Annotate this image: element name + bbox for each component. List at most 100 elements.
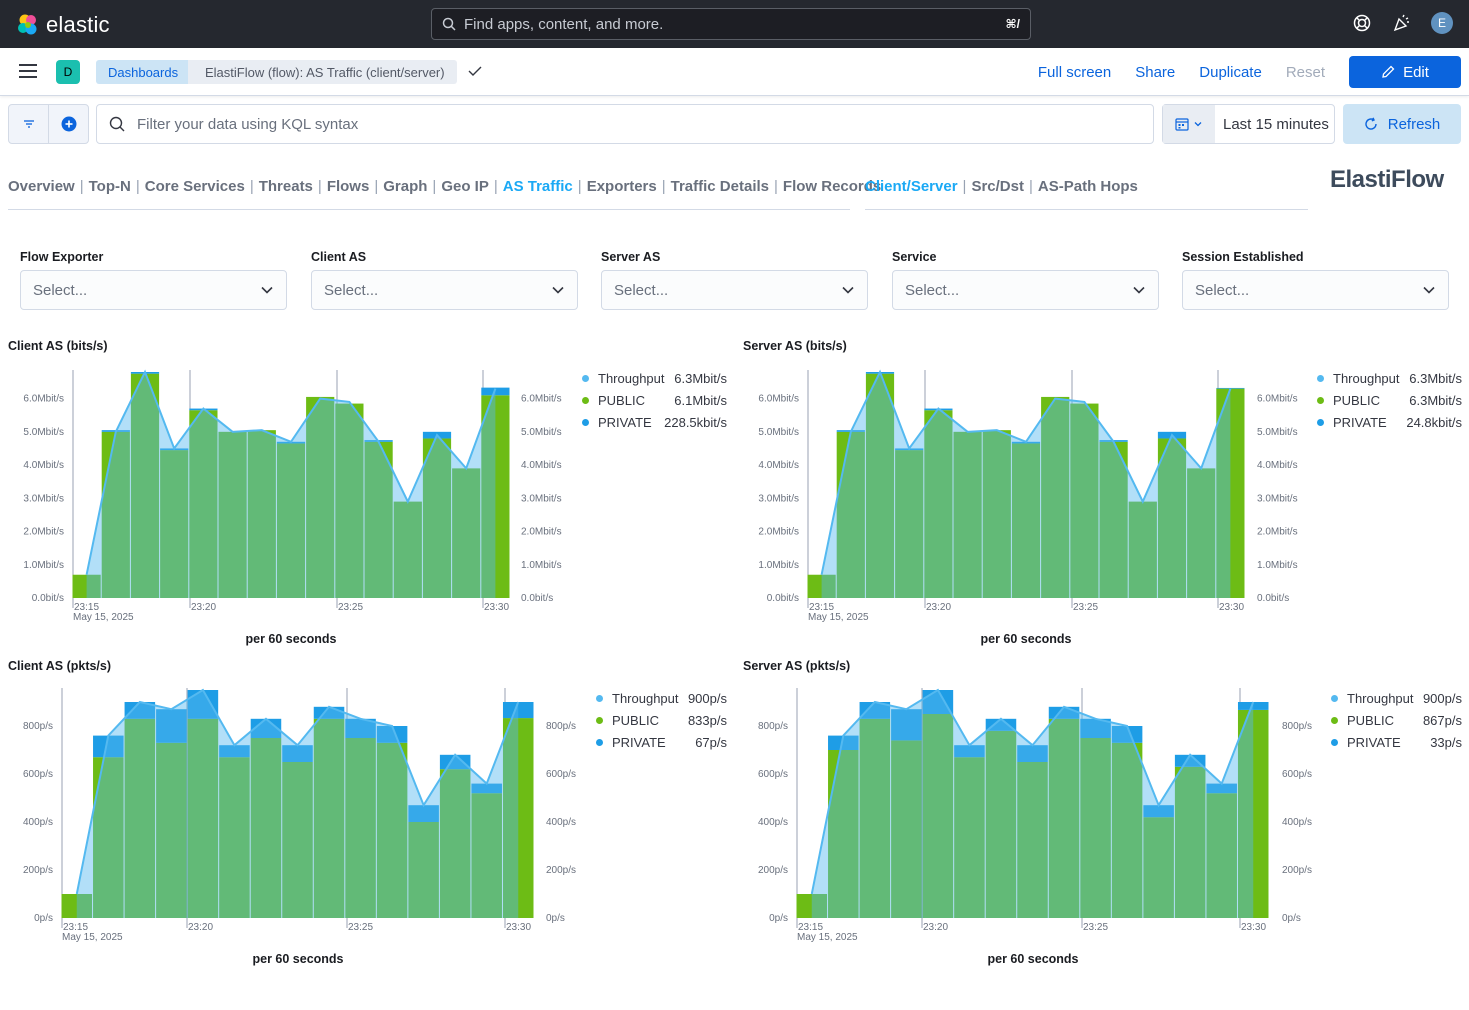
tab-core-services[interactable]: Core Services (144, 178, 245, 195)
bar-public[interactable] (393, 501, 422, 598)
control-select[interactable]: Select... (311, 270, 578, 310)
bar-public[interactable] (895, 450, 924, 598)
throughput-line[interactable] (75, 688, 520, 895)
user-avatar[interactable]: E (1431, 12, 1453, 34)
bar-public[interactable] (836, 431, 865, 598)
duplicate-button[interactable]: Duplicate (1199, 63, 1262, 81)
bar-private[interactable] (1143, 805, 1174, 818)
bar-public[interactable] (922, 714, 954, 918)
bar-public[interactable] (1111, 742, 1143, 918)
tab-client-server[interactable]: Client/Server (865, 178, 958, 195)
bar-public[interactable] (865, 373, 895, 598)
bar-private[interactable] (376, 726, 408, 743)
bar-public[interactable] (452, 468, 481, 598)
bar-public[interactable] (218, 431, 247, 598)
bar-public[interactable] (189, 410, 218, 598)
bar-public[interactable] (985, 730, 1017, 918)
bar-public[interactable] (306, 396, 335, 598)
space-avatar[interactable]: D (56, 60, 80, 84)
bar-private[interactable] (985, 718, 1017, 731)
bar-public[interactable] (982, 430, 1011, 598)
tab-overview[interactable]: Overview (8, 178, 75, 195)
bar-private[interactable] (345, 718, 376, 738)
bar-private[interactable] (156, 709, 187, 743)
kql-search-input[interactable]: Filter your data using KQL syntax (96, 104, 1154, 144)
legend-item-public[interactable]: PUBLIC 6.1Mbit/s (582, 389, 727, 411)
legend-item-private[interactable]: PRIVATE 33p/s (1331, 731, 1462, 753)
refresh-button[interactable]: Refresh (1343, 104, 1461, 144)
reset-button[interactable]: Reset (1285, 63, 1325, 81)
tab-graph[interactable]: Graph (383, 178, 428, 195)
tab-flows[interactable]: Flows (326, 178, 370, 195)
bar-public[interactable] (72, 574, 101, 598)
bar-public[interactable] (345, 738, 376, 918)
bar-public[interactable] (1099, 441, 1128, 598)
bar-public[interactable] (219, 757, 250, 918)
bar-public[interactable] (364, 441, 393, 598)
bar-public[interactable] (502, 718, 534, 918)
bar-public[interactable] (1048, 718, 1080, 918)
elastic-logo[interactable]: elastic (16, 12, 110, 38)
bar-public[interactable] (376, 742, 408, 918)
bar-private[interactable] (891, 709, 922, 741)
breadcrumb-dashboards[interactable]: Dashboards (96, 60, 197, 84)
bar-public[interactable] (61, 894, 93, 918)
bar-public[interactable] (250, 738, 282, 918)
legend-item-public[interactable]: PUBLIC 6.3Mbit/s (1317, 389, 1462, 411)
bar-private[interactable] (922, 690, 954, 714)
bar-private[interactable] (1111, 726, 1143, 743)
bar-private[interactable] (124, 702, 156, 719)
bar-public[interactable] (335, 403, 364, 598)
bar-public[interactable] (924, 410, 953, 598)
calendar-dropdown[interactable] (1163, 105, 1215, 143)
bar-private[interactable] (502, 702, 534, 719)
add-filter-button[interactable] (48, 104, 89, 144)
bar-public[interactable] (1157, 438, 1187, 598)
bar-public[interactable] (160, 450, 189, 598)
control-select[interactable]: Select... (20, 270, 287, 310)
bar-public[interactable] (1041, 396, 1070, 598)
legend-item-public[interactable]: PUBLIC 833p/s (596, 709, 727, 731)
bar-private[interactable] (859, 702, 891, 719)
throughput-line[interactable] (810, 688, 1255, 895)
date-picker[interactable]: Last 15 minutes (1162, 104, 1335, 144)
bar-public[interactable] (1070, 403, 1099, 598)
throughput-line[interactable] (85, 369, 497, 575)
bar-private[interactable] (1017, 745, 1048, 762)
time-range[interactable]: Last 15 minutes (1223, 115, 1329, 133)
legend-item-throughput[interactable]: Throughput 900p/s (1331, 687, 1462, 709)
control-select[interactable]: Select... (1182, 270, 1449, 310)
edit-button[interactable]: Edit (1349, 56, 1461, 88)
legend-item-private[interactable]: PRIVATE 24.8kbit/s (1317, 411, 1462, 433)
bar-public[interactable] (953, 431, 982, 598)
bar-public[interactable] (187, 718, 219, 918)
tab-geo-ip[interactable]: Geo IP (441, 178, 489, 195)
legend-item-private[interactable]: PRIVATE 228.5kbit/s (582, 411, 727, 433)
share-button[interactable]: Share (1135, 63, 1176, 81)
tab-threats[interactable]: Threats (258, 178, 313, 195)
control-select[interactable]: Select... (601, 270, 868, 310)
help-icon[interactable] (1351, 12, 1373, 34)
bar-private[interactable] (828, 735, 859, 750)
bar-public[interactable] (422, 438, 452, 598)
bar-public[interactable] (859, 718, 891, 918)
bar-private[interactable] (954, 745, 985, 758)
bar-private[interactable] (1080, 718, 1111, 738)
bar-public[interactable] (130, 373, 160, 598)
legend-item-throughput[interactable]: Throughput 900p/s (596, 687, 727, 709)
tab-flow-records[interactable]: Flow Records (782, 178, 882, 195)
bar-public[interactable] (156, 742, 187, 918)
control-select[interactable]: Select... (892, 270, 1159, 310)
bar-public[interactable] (807, 574, 836, 598)
bar-public[interactable] (247, 430, 276, 598)
bar-public[interactable] (828, 750, 859, 918)
bar-public[interactable] (471, 793, 502, 918)
bar-private[interactable] (1206, 783, 1237, 794)
bar-public[interactable] (1187, 468, 1216, 598)
bar-public[interactable] (408, 822, 439, 918)
bar-public[interactable] (891, 740, 922, 918)
newsfeed-icon[interactable] (1391, 12, 1413, 34)
check-icon[interactable] (467, 63, 483, 84)
bar-public[interactable] (101, 431, 130, 598)
legend-item-throughput[interactable]: Throughput 6.3Mbit/s (1317, 367, 1462, 389)
